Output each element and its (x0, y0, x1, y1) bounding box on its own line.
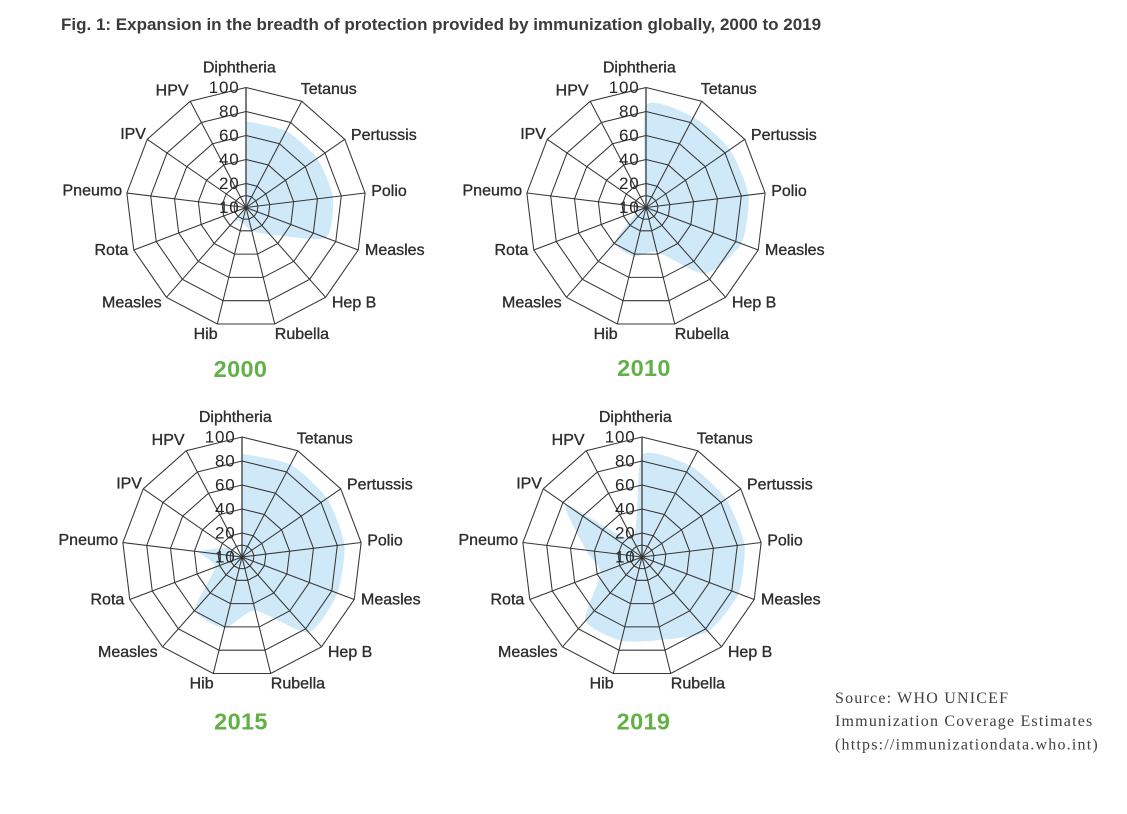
svg-text:Measles: Measles (761, 591, 821, 608)
svg-text:(https://immunizationdata.who.: (https://immunizationdata.who.int) (835, 736, 1099, 753)
svg-text:20: 20 (219, 174, 240, 193)
svg-text:HPV: HPV (552, 432, 585, 449)
svg-text:Rubella: Rubella (271, 676, 325, 693)
svg-text:IPV: IPV (116, 475, 142, 492)
svg-text:IPV: IPV (520, 126, 546, 143)
svg-text:Measles: Measles (361, 591, 421, 608)
svg-text:100: 100 (609, 78, 640, 97)
svg-text:Hib: Hib (590, 676, 614, 693)
svg-text:Pertussis: Pertussis (347, 477, 413, 494)
svg-text:Hep B: Hep B (732, 294, 776, 311)
svg-text:100: 100 (605, 428, 636, 447)
svg-text:Measles: Measles (765, 242, 825, 259)
svg-text:60: 60 (615, 476, 636, 495)
svg-text:20: 20 (615, 524, 636, 543)
svg-text:10: 10 (215, 548, 236, 567)
svg-text:80: 80 (619, 102, 640, 121)
svg-text:Rubella: Rubella (671, 676, 725, 693)
svg-text:Pneumo: Pneumo (59, 532, 119, 549)
svg-text:40: 40 (615, 500, 636, 519)
svg-text:20: 20 (215, 524, 236, 543)
svg-text:Measles: Measles (102, 294, 162, 311)
svg-text:40: 40 (215, 500, 236, 519)
svg-text:80: 80 (615, 452, 636, 471)
svg-text:Polio: Polio (367, 533, 403, 550)
svg-text:10: 10 (615, 548, 636, 567)
svg-text:Rota: Rota (91, 591, 125, 608)
svg-text:Pertussis: Pertussis (751, 127, 817, 144)
svg-text:Measles: Measles (365, 242, 425, 259)
svg-text:100: 100 (209, 78, 240, 97)
svg-text:60: 60 (219, 126, 240, 145)
svg-text:Pertussis: Pertussis (351, 127, 417, 144)
svg-text:Diphtheria: Diphtheria (599, 409, 672, 426)
svg-text:Pertussis: Pertussis (747, 477, 813, 494)
svg-text:Tetanus: Tetanus (701, 81, 757, 98)
svg-text:Measles: Measles (498, 644, 558, 661)
svg-text:100: 100 (205, 428, 236, 447)
svg-text:HPV: HPV (152, 432, 185, 449)
svg-text:Diphtheria: Diphtheria (199, 409, 272, 426)
svg-text:Polio: Polio (767, 533, 803, 550)
svg-text:Pneumo: Pneumo (63, 182, 123, 199)
svg-text:Hib: Hib (194, 326, 218, 343)
svg-text:Tetanus: Tetanus (301, 81, 357, 98)
svg-text:IPV: IPV (516, 475, 542, 492)
svg-text:Source: WHO UNICEF: Source: WHO UNICEF (835, 690, 1009, 707)
svg-text:Rubella: Rubella (275, 326, 329, 343)
svg-text:Rota: Rota (491, 591, 525, 608)
svg-text:IPV: IPV (120, 126, 146, 143)
svg-text:10: 10 (619, 198, 640, 217)
svg-text:Polio: Polio (371, 183, 407, 200)
svg-text:2019: 2019 (617, 709, 671, 735)
svg-text:2010: 2010 (617, 355, 671, 381)
svg-text:Hib: Hib (190, 676, 214, 693)
svg-text:40: 40 (619, 150, 640, 169)
svg-text:Pneumo: Pneumo (459, 532, 519, 549)
svg-text:Immunization Coverage Estimate: Immunization Coverage Estimates (835, 713, 1093, 730)
svg-text:Rubella: Rubella (675, 326, 729, 343)
svg-text:Hep B: Hep B (328, 644, 372, 661)
svg-text:Hep B: Hep B (332, 294, 376, 311)
svg-text:HPV: HPV (556, 83, 589, 100)
svg-text:HPV: HPV (156, 83, 189, 100)
svg-text:2015: 2015 (214, 709, 268, 735)
svg-text:Tetanus: Tetanus (297, 430, 353, 447)
svg-text:Rota: Rota (495, 242, 529, 259)
svg-text:80: 80 (219, 102, 240, 121)
svg-text:40: 40 (219, 150, 240, 169)
svg-text:Diphtheria: Diphtheria (603, 60, 676, 77)
svg-text:2000: 2000 (214, 356, 268, 382)
svg-text:Rota: Rota (95, 242, 129, 259)
svg-text:Measles: Measles (502, 294, 562, 311)
svg-text:Diphtheria: Diphtheria (203, 60, 276, 77)
svg-text:Pneumo: Pneumo (463, 182, 523, 199)
svg-text:80: 80 (215, 452, 236, 471)
svg-text:60: 60 (619, 126, 640, 145)
svg-text:Hep B: Hep B (728, 644, 772, 661)
svg-text:Tetanus: Tetanus (697, 430, 753, 447)
svg-text:10: 10 (219, 198, 240, 217)
svg-text:20: 20 (619, 174, 640, 193)
svg-text:60: 60 (215, 476, 236, 495)
svg-text:Hib: Hib (594, 326, 618, 343)
svg-text:Fig. 1: Expansion in the bread: Fig. 1: Expansion in the breadth of prot… (61, 15, 821, 34)
svg-text:Measles: Measles (98, 644, 158, 661)
svg-text:Polio: Polio (771, 183, 807, 200)
